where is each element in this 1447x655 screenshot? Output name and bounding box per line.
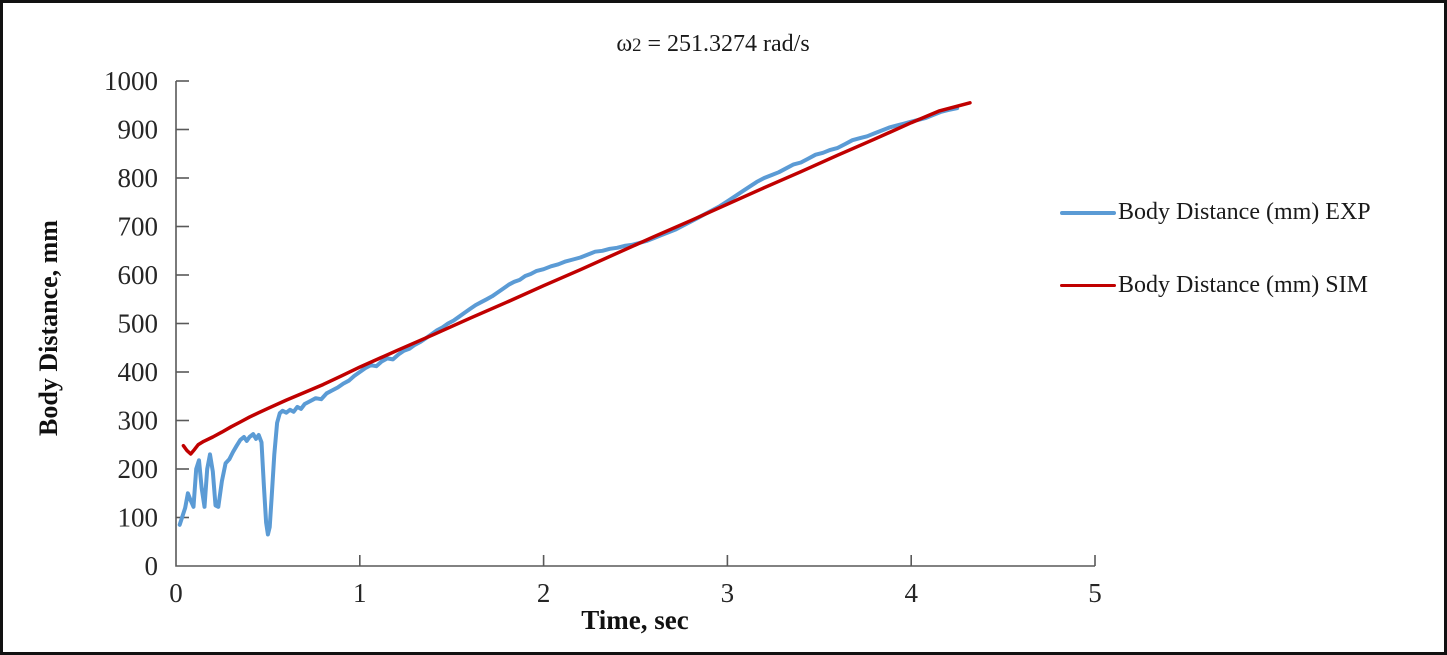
y-axis-title: Body Distance, mm — [34, 220, 63, 436]
legend-line-sample-exp — [1060, 210, 1116, 215]
chart-title-omega: ω — [616, 31, 633, 57]
axes-lines — [175, 81, 1095, 567]
y-tick-label: 900 — [118, 115, 159, 145]
legend-line-sample-sim — [1060, 283, 1116, 288]
x-tick-label: 5 — [1088, 578, 1102, 608]
y-tick-label: 600 — [118, 260, 159, 290]
x-tick-label: 4 — [904, 578, 918, 608]
x-tick-label: 0 — [169, 578, 183, 608]
y-tick-label: 800 — [118, 163, 159, 193]
y-tick-label: 700 — [118, 212, 159, 242]
y-tick-label: 0 — [145, 551, 159, 581]
series-line-exp — [177, 106, 960, 537]
y-tick-label: 300 — [118, 406, 159, 436]
x-axis-title: Time, sec — [581, 605, 689, 635]
y-tick-label: 100 — [118, 503, 159, 533]
y-tick-label: 400 — [118, 357, 159, 387]
y-tick-label: 200 — [118, 454, 159, 484]
plot-area: 0 100 200 300 400 500 600 700 800 900 1000 0 1 2 3 4 5 — [104, 66, 1102, 608]
chart-title-subscript: 2 — [632, 35, 642, 56]
y-tick-label: 500 — [118, 309, 159, 339]
y-tick-label: 1000 — [104, 66, 158, 96]
chart-title-rest: = 251.3274 rad/s — [641, 31, 810, 57]
x-tick-label: 1 — [353, 578, 367, 608]
legend-label-exp: Body Distance (mm) EXP — [1118, 199, 1371, 225]
series-line-sim — [181, 101, 972, 456]
legend: Body Distance (mm) EXP Body Distance (mm… — [1060, 199, 1371, 299]
x-tick-label: 3 — [721, 578, 735, 608]
chart-title: ω2 = 251.3274 rad/s — [616, 31, 809, 58]
legend-label-sim: Body Distance (mm) SIM — [1118, 272, 1368, 298]
legend-item-sim: Body Distance (mm) SIM — [1060, 272, 1371, 299]
legend-item-exp: Body Distance (mm) EXP — [1060, 199, 1371, 226]
x-tick-label: 2 — [537, 578, 551, 608]
